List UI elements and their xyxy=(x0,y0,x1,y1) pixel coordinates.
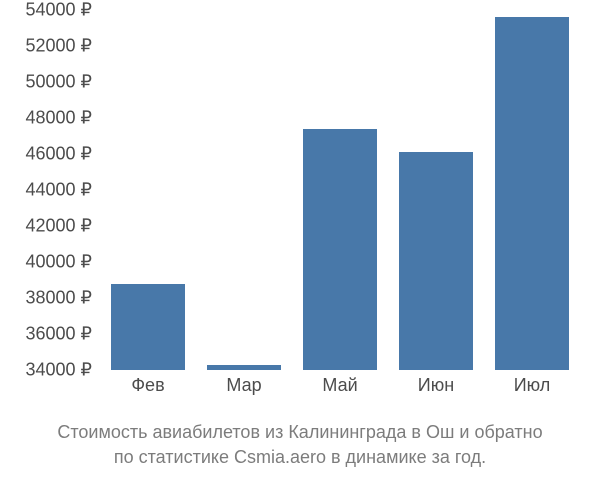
x-tick-label: Май xyxy=(322,375,357,396)
x-axis: Фев Мар Май Июн Июл xyxy=(100,375,580,405)
bar xyxy=(399,152,474,370)
y-tick-label: 48000 ₽ xyxy=(25,108,92,129)
chart-caption: Стоимость авиабилетов из Калининграда в … xyxy=(0,420,600,470)
x-tick-label: Мар xyxy=(226,375,261,396)
plot-area xyxy=(100,10,580,370)
caption-line-1: Стоимость авиабилетов из Калининграда в … xyxy=(57,422,542,442)
x-tick-label: Июн xyxy=(418,375,454,396)
bar xyxy=(303,129,378,370)
y-tick-label: 54000 ₽ xyxy=(25,0,92,21)
y-tick-label: 50000 ₽ xyxy=(25,72,92,93)
y-tick-label: 34000 ₽ xyxy=(25,360,92,381)
bar-chart: 34000 ₽ 36000 ₽ 38000 ₽ 40000 ₽ 42000 ₽ 44000… xyxy=(0,10,600,410)
x-tick-label: Июл xyxy=(514,375,551,396)
bar xyxy=(111,284,186,370)
y-tick-label: 42000 ₽ xyxy=(25,216,92,237)
y-tick-label: 52000 ₽ xyxy=(25,36,92,57)
y-tick-label: 44000 ₽ xyxy=(25,180,92,201)
bar xyxy=(207,365,282,370)
y-tick-label: 36000 ₽ xyxy=(25,324,92,345)
y-tick-label: 46000 ₽ xyxy=(25,144,92,165)
y-tick-label: 38000 ₽ xyxy=(25,288,92,309)
bar xyxy=(495,17,570,370)
y-tick-label: 40000 ₽ xyxy=(25,252,92,273)
caption-line-2: по статистике Csmia.aero в динамике за г… xyxy=(114,447,486,467)
y-axis: 34000 ₽36000 ₽38000 ₽40000 ₽42000 ₽44000… xyxy=(0,10,100,370)
x-tick-label: Фев xyxy=(131,375,164,396)
